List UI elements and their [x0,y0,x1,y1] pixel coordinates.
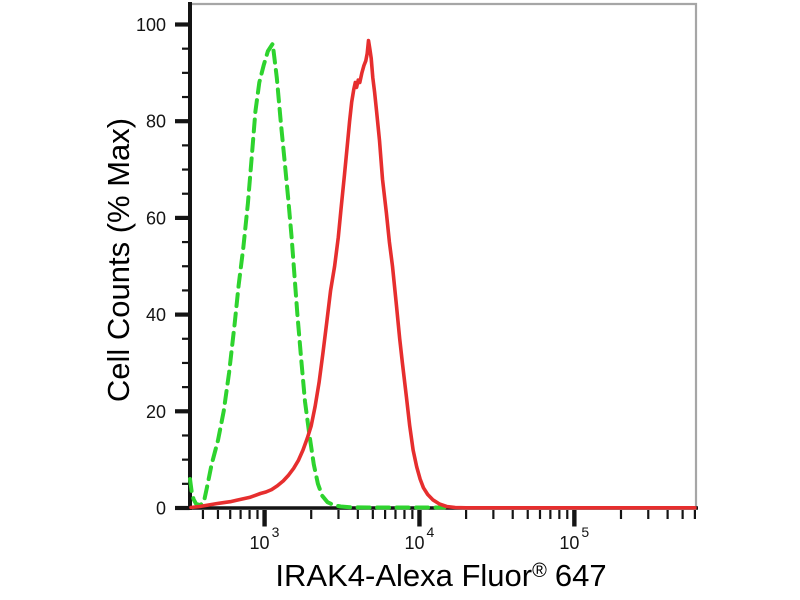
x-tick-label-base: 10 [559,533,579,553]
plot-border [188,2,698,508]
x-axis-title: IRAK4-Alexa Fluor® 647 [275,558,606,594]
y-tick-label: 60 [146,208,166,228]
green-dashed-control-curve [188,41,447,510]
red-solid-sample-curve [189,38,697,510]
y-axis-title: Cell Counts (% Max) [101,117,136,403]
x-axis-title-main: IRAK4-Alexa Fluor [275,558,533,593]
x-tick-label-base: 10 [404,533,424,553]
registered-trademark-icon: ® [532,559,547,582]
x-tick-label-exponent: 5 [581,524,589,540]
x-tick-label-exponent: 3 [272,524,280,540]
y-tick-label: 40 [146,305,166,325]
x-tick-label-exponent: 4 [426,524,434,540]
y-tick-label: 100 [136,15,166,35]
y-tick-label: 0 [156,499,166,519]
y-tick-label: 20 [146,402,166,422]
y-tick-label: 80 [146,112,166,132]
x-tick-label-base: 10 [250,533,270,553]
x-axis-title-number: 647 [554,558,607,593]
